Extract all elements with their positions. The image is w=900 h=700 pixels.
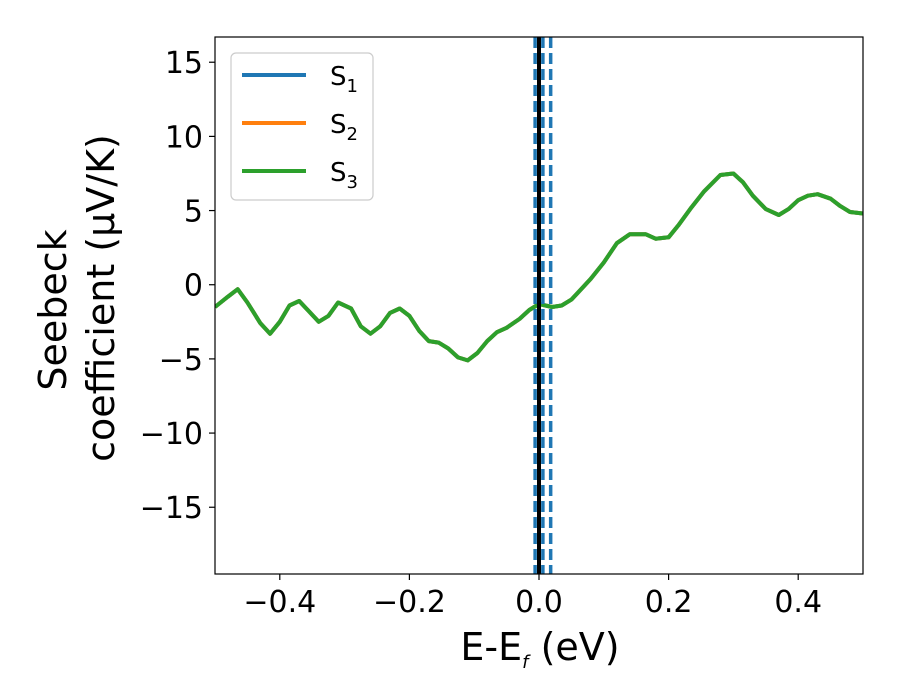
x-axis-label: E-Ef (eV) <box>460 625 619 673</box>
x-tick-label: 0.0 <box>515 585 563 620</box>
y-tick-label: 0 <box>184 269 203 304</box>
x-tick-label: −0.2 <box>373 585 446 620</box>
y-axis-ticks: −15 −10 −5 0 5 10 15 <box>140 46 215 526</box>
y-tick-label: −10 <box>140 417 203 452</box>
y-tick-label: 5 <box>184 195 203 230</box>
series-line-s3 <box>215 171 863 363</box>
x-axis-ticks: −0.4 −0.2 0.0 0.2 0.4 <box>243 574 822 620</box>
y-axis-label-line2: coefficient (μV/K) <box>79 134 123 462</box>
legend-label-s2: S2 <box>330 110 358 145</box>
x-tick-label: 0.2 <box>645 585 693 620</box>
y-tick-label: 15 <box>165 46 203 81</box>
y-tick-label: −5 <box>159 343 203 378</box>
y-tick-label: 10 <box>165 120 203 155</box>
vline-layer <box>533 37 553 574</box>
x-tick-label: 0.4 <box>774 585 822 620</box>
legend: S1 S2 S3 <box>230 52 374 201</box>
y-axis-label: Seebeck coefficient (μV/K) <box>31 134 123 462</box>
legend-label-s3: S3 <box>330 158 358 193</box>
series-layer <box>215 171 863 363</box>
y-tick-label: −15 <box>140 491 203 526</box>
x-tick-label: −0.4 <box>243 585 316 620</box>
legend-label-s1: S1 <box>330 62 358 97</box>
y-axis-label-line1: Seebeck <box>31 229 75 390</box>
legend-box <box>230 52 374 201</box>
